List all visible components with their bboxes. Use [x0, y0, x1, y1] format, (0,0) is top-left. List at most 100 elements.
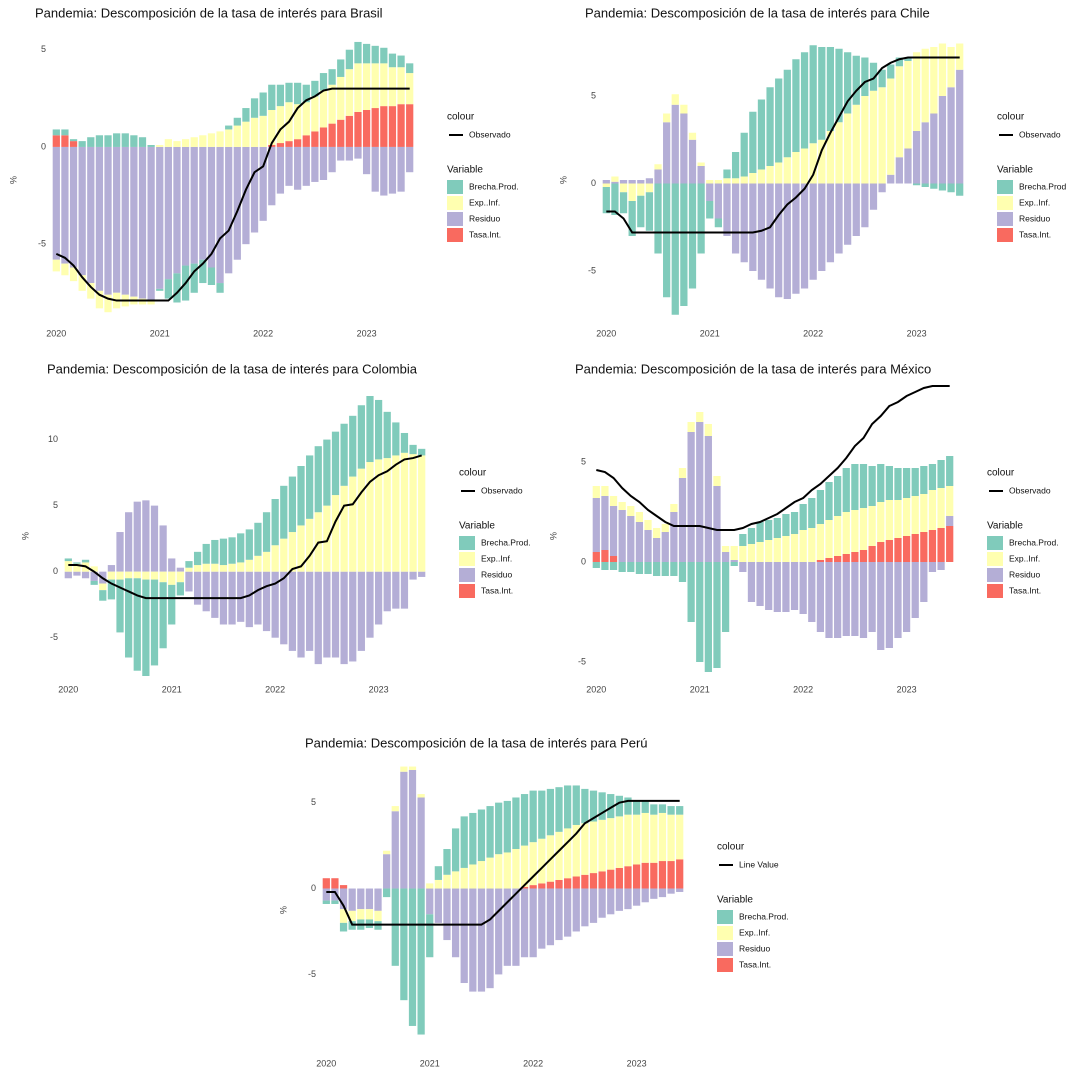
bar-segment	[564, 785, 572, 829]
y-tick-label: 10	[48, 434, 58, 444]
bar-segment	[721, 546, 730, 552]
legend-swatch	[987, 568, 1003, 582]
bar-segment	[434, 888, 442, 923]
bar-segment	[512, 849, 520, 889]
legend-label: Tasa.Int.	[1019, 229, 1051, 239]
bar-segment	[133, 578, 141, 671]
bar-segment	[250, 146, 259, 233]
bar-segment	[168, 571, 176, 585]
bar-segment	[374, 399, 383, 460]
legend-title: colour	[447, 112, 475, 123]
bar-segment	[713, 562, 721, 668]
bar-segment	[365, 888, 374, 910]
bar-segment	[237, 571, 245, 622]
bar-segment	[609, 556, 618, 562]
bar-segment	[81, 571, 90, 579]
bar-segment	[868, 466, 876, 506]
bar-segment	[176, 571, 184, 583]
bar-segment	[302, 84, 310, 103]
x-tick-label: 2021	[690, 684, 710, 694]
bar-segment	[64, 571, 72, 579]
bar-segment	[345, 146, 353, 161]
bar-segment	[185, 571, 193, 592]
bar-segment	[956, 183, 964, 196]
bar-segment	[319, 146, 328, 180]
bar-segment	[902, 468, 911, 498]
bar-segment	[271, 499, 279, 546]
bar-segment	[254, 571, 262, 625]
bar-segment	[653, 562, 661, 576]
x-tick-label: 2021	[150, 328, 170, 338]
bar-segment	[216, 131, 224, 147]
bar-segment	[818, 183, 826, 271]
bar-segment	[138, 146, 147, 299]
chart-title: Pandemia: Descomposición de la tasa de i…	[305, 735, 648, 750]
bar-segment	[826, 131, 835, 184]
bar-segment	[852, 55, 860, 105]
bar-segment	[852, 104, 860, 184]
bar-segment	[721, 562, 730, 632]
bar-segment	[150, 505, 159, 572]
bar-segment	[87, 283, 95, 299]
y-tick-label: 0	[591, 178, 596, 188]
bar-segment	[383, 458, 391, 572]
bar-segment	[637, 183, 645, 196]
bar-segment	[589, 873, 598, 889]
bar-segment	[52, 259, 60, 272]
bar-segment	[637, 195, 645, 228]
bar-segment	[676, 888, 684, 892]
bar-segment	[844, 113, 852, 184]
legend-label: Exp..Inf.	[1009, 553, 1040, 563]
bar-segment	[250, 117, 259, 147]
bar-segment	[331, 571, 340, 658]
bar-segment	[173, 146, 181, 274]
bar-segment	[245, 559, 253, 572]
legend-label: Tasa.Int.	[739, 959, 771, 969]
bar-segment	[434, 879, 442, 889]
bar-segment	[601, 496, 609, 550]
bar-segment	[790, 562, 799, 610]
bar-segment	[861, 57, 869, 96]
bar-segment	[61, 129, 69, 136]
bar-segment	[345, 115, 353, 147]
bar-segment	[611, 181, 619, 184]
bar-segment	[460, 867, 468, 889]
bar-segment	[921, 183, 929, 187]
y-tick-label: 5	[581, 456, 586, 466]
bar-segment	[581, 888, 589, 927]
x-tick-label: 2022	[793, 684, 813, 694]
bar-segment	[946, 526, 954, 562]
bar-segment	[885, 466, 893, 500]
bar-segment	[392, 571, 400, 609]
bar-segment	[233, 125, 241, 147]
bar-segment	[288, 532, 297, 572]
bar-segment	[451, 828, 460, 872]
bar-segment	[185, 561, 193, 568]
bar-segment	[696, 412, 704, 422]
legend-label: Brecha.Prod.	[481, 537, 531, 547]
bar-segment	[930, 113, 938, 184]
bar-segment	[601, 486, 609, 496]
bar-segment	[190, 263, 198, 293]
bar-segment	[113, 146, 121, 293]
bar-segment	[706, 201, 714, 219]
bar-segment	[388, 146, 397, 194]
bar-segment	[632, 800, 641, 815]
x-tick-label: 2020	[58, 684, 78, 694]
bar-segment	[911, 468, 919, 496]
bar-segment	[809, 45, 817, 144]
legend-title: Variable	[717, 895, 753, 906]
bar-segment	[835, 122, 843, 184]
bar-segment	[73, 571, 81, 576]
bar-segment	[921, 48, 929, 123]
bar-segment	[52, 146, 60, 260]
bar-segment	[816, 562, 825, 632]
bar-segment	[323, 439, 331, 506]
bar-segment	[156, 145, 164, 147]
bar-segment	[611, 176, 619, 182]
bar-segment	[618, 502, 626, 510]
bar-segment	[697, 166, 705, 184]
bar-segment	[486, 888, 494, 989]
legend-label: Tasa.Int.	[469, 229, 501, 239]
bar-segment	[78, 275, 86, 291]
